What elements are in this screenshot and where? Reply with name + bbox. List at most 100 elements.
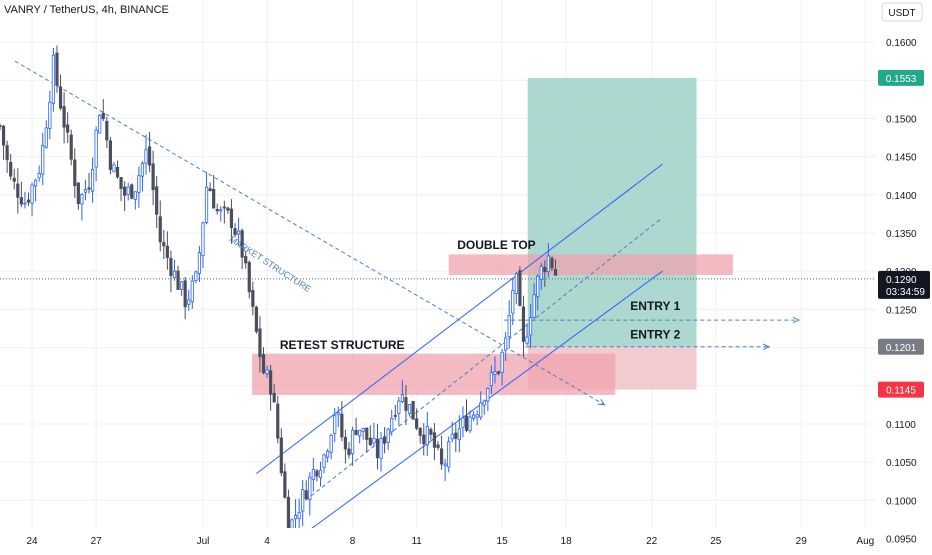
price-tick-label: 0.1250: [886, 305, 917, 316]
candle-body: [276, 403, 280, 439]
candle-body: [51, 54, 56, 104]
candle-body: [162, 242, 166, 247]
entry-2-label: ENTRY 2: [630, 327, 680, 341]
candle-body: [1, 125, 6, 146]
candle-body: [528, 317, 533, 336]
candle-layer: [0, 45, 558, 550]
candle-body: [187, 299, 191, 305]
candle-body: [94, 129, 98, 168]
candle-body: [66, 124, 70, 133]
currency-badge-box: [881, 2, 923, 22]
time-tick-label: 25: [710, 536, 722, 547]
currency-badge: USDT: [888, 8, 915, 19]
candle-body: [265, 369, 269, 375]
candle-body: [489, 371, 494, 387]
candle-body: [16, 183, 20, 198]
candle-body: [5, 145, 9, 161]
candle-body: [219, 209, 223, 212]
candle-body: [390, 417, 394, 433]
candle-body: [180, 281, 184, 290]
candle-body: [393, 415, 397, 417]
time-tick-label: Aug: [856, 536, 874, 547]
candle-body: [155, 186, 159, 215]
candle-body: [123, 186, 127, 196]
candle-body: [41, 145, 45, 175]
candle-body: [464, 415, 469, 431]
candle-body: [0, 125, 2, 128]
price-tick-label: 0.1500: [886, 114, 917, 125]
candle-body: [176, 270, 180, 290]
candle-body: [400, 394, 404, 403]
candle-body: [475, 414, 479, 418]
candle-body: [76, 182, 80, 205]
candle-body: [507, 314, 511, 337]
candle-body: [62, 106, 66, 128]
time-tick-label: 18: [561, 536, 573, 547]
candle-body: [144, 149, 148, 164]
candle-body: [183, 280, 187, 308]
candle-body: [9, 161, 13, 177]
candle-body: [347, 448, 351, 456]
retest-structure-zone: [252, 353, 616, 395]
last-price-label: 0.1290: [886, 275, 917, 286]
candle-body: [73, 159, 77, 187]
target-price-label: 0.1553: [886, 74, 917, 85]
candle-body: [514, 273, 518, 295]
candle-body: [432, 432, 437, 448]
candle-body: [34, 179, 38, 187]
candle-body: [12, 177, 16, 182]
candle-body: [415, 418, 419, 429]
candle-body: [115, 166, 120, 178]
candle-body: [247, 262, 251, 293]
candle-body: [261, 354, 266, 374]
candle-body: [108, 140, 112, 170]
candle-body: [521, 306, 526, 342]
candle-body: [450, 433, 454, 440]
candle-body: [240, 230, 244, 258]
time-tick-label: Jul: [197, 536, 210, 547]
candle-body: [269, 370, 273, 395]
candle-body: [90, 168, 95, 192]
candle-body: [429, 429, 433, 435]
stop-price-label: 0.1145: [886, 386, 916, 397]
candle-body: [546, 255, 550, 272]
candle-body: [372, 438, 376, 444]
price-tick-label: 0.0950: [886, 535, 917, 546]
price-tick-label: 0.1600: [886, 38, 917, 49]
last-price-badge: [878, 270, 930, 299]
candle-body: [301, 489, 305, 512]
time-tick-label: 24: [26, 536, 38, 547]
candle-body: [550, 257, 554, 269]
candle-body: [254, 306, 258, 332]
candle-body: [532, 294, 536, 318]
candle-body: [101, 112, 105, 120]
candle-body: [379, 438, 383, 459]
time-tick-label: 22: [646, 536, 658, 547]
candle-body: [201, 222, 205, 256]
channel-mid: [305, 217, 663, 501]
price-tick-label: 0.1000: [886, 496, 917, 507]
candle-body: [511, 290, 515, 314]
candle-body: [333, 415, 337, 434]
candle-body: [194, 271, 198, 281]
candle-body: [493, 371, 497, 375]
candle-body: [105, 120, 109, 141]
candle-body: [112, 164, 116, 173]
candle-body: [375, 438, 380, 459]
candle-body: [151, 163, 155, 191]
time-tick-label: 8: [350, 536, 356, 547]
candle-body: [130, 184, 134, 199]
candle-body: [311, 469, 315, 480]
candle-body: [147, 146, 152, 166]
candle-body: [518, 270, 522, 306]
candle-body: [315, 470, 319, 477]
candle-body: [58, 86, 63, 109]
candle-body: [229, 208, 234, 228]
candle-body: [553, 268, 558, 276]
time-tick-label: 27: [91, 536, 103, 547]
candle-body: [397, 400, 401, 414]
candle-body: [226, 207, 230, 211]
candle-body: [404, 397, 408, 411]
candle-body: [236, 230, 241, 235]
